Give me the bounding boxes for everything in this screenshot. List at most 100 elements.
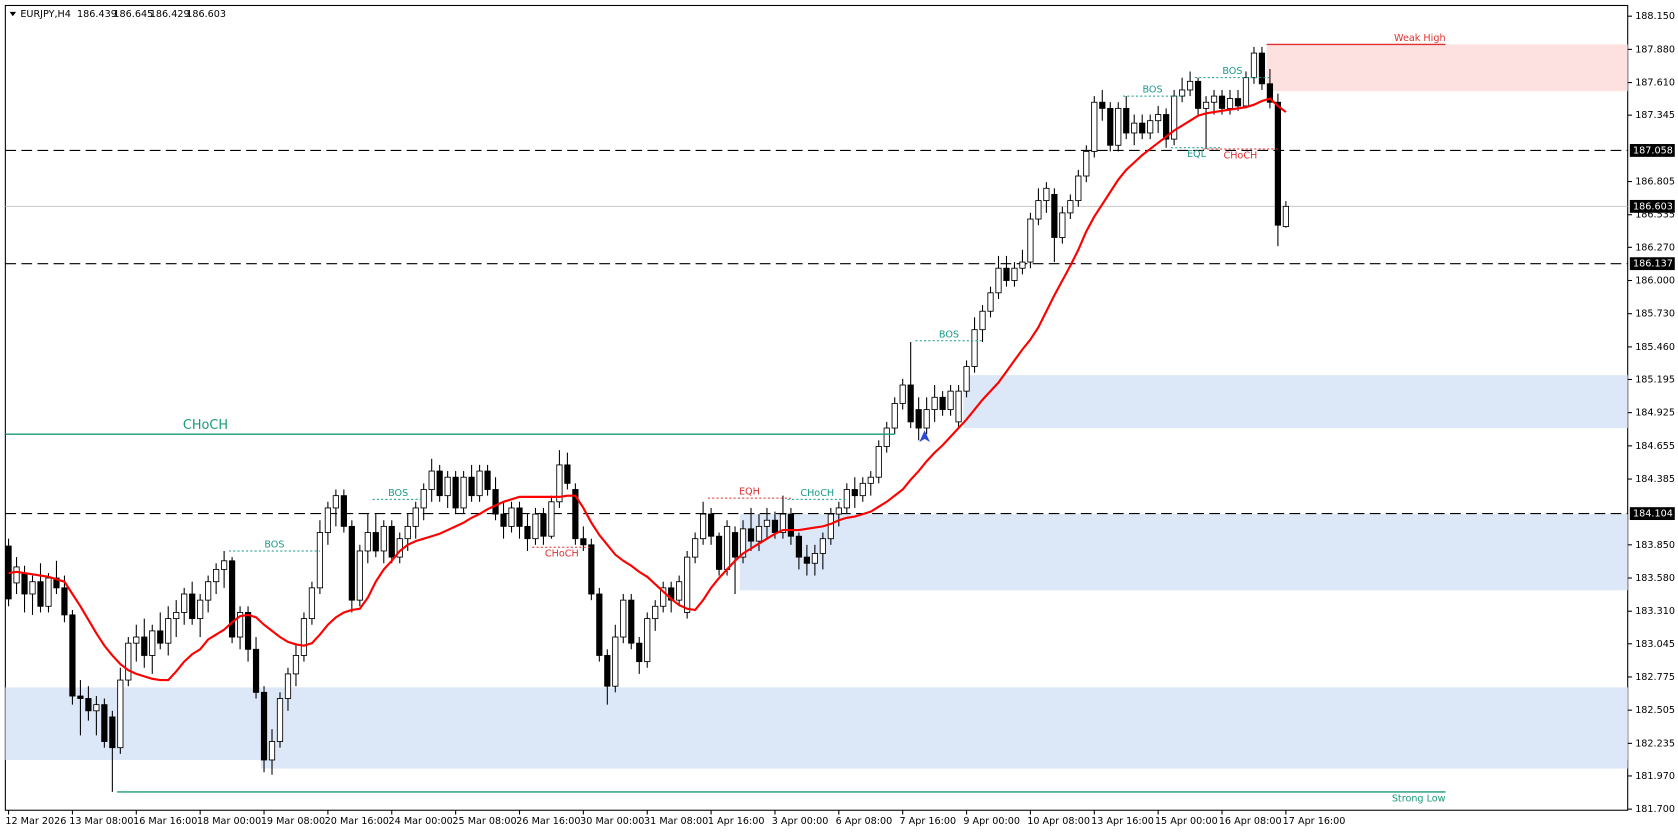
candle-body: [1051, 194, 1058, 238]
candle-body: [620, 599, 627, 638]
chart-title: EURJPY,H4: [20, 9, 71, 20]
candle-body: [723, 525, 731, 570]
y-tick-label: 181.970: [1635, 771, 1675, 782]
candle-body: [915, 409, 922, 429]
price-box-label: 186.603: [1633, 201, 1673, 212]
candles: [5, 46, 1289, 792]
menu-arrow[interactable]: [9, 11, 17, 17]
candle-body: [1091, 101, 1098, 152]
candle-body: [388, 525, 395, 558]
candle-body: [173, 612, 180, 620]
y-tick-label: 185.460: [1635, 342, 1675, 353]
candle-body: [739, 528, 747, 558]
candle-body: [692, 538, 699, 558]
annotation-label: BOS: [1143, 85, 1163, 96]
high-value: 186.645: [113, 9, 153, 20]
candle-body: [117, 679, 124, 749]
candle-body: [819, 538, 826, 554]
annotation-label: EQL: [1187, 149, 1207, 160]
zone: [963, 375, 1628, 429]
zone: [260, 687, 1628, 769]
candle-body: [316, 532, 324, 589]
candle-body: [572, 489, 579, 540]
candle-body: [859, 482, 866, 497]
candle-body: [580, 538, 587, 546]
y-tick-label: 181.700: [1635, 804, 1675, 815]
candle-body: [939, 396, 946, 411]
price-box-label: 184.104: [1633, 509, 1673, 520]
candle-body: [1115, 107, 1122, 146]
candle-body: [1043, 187, 1050, 202]
candle-body: [875, 446, 882, 478]
candle-body: [21, 572, 28, 595]
y-tick-label: 182.505: [1635, 705, 1675, 716]
x-tick-label: 9 Apr 00:00: [963, 816, 1020, 827]
y-tick-label: 187.880: [1635, 44, 1675, 55]
y-tick-label: 187.345: [1635, 110, 1675, 121]
candle-body: [532, 513, 539, 540]
candle-body: [1059, 212, 1066, 238]
price-box-label: 186.137: [1633, 259, 1673, 270]
annotation-label: CHoCH: [545, 549, 579, 560]
candle-body: [141, 636, 148, 656]
candle-body: [428, 470, 435, 490]
y-tick-label: 185.730: [1635, 309, 1675, 320]
annotation-label: CHoCH: [183, 418, 228, 433]
candle-body: [133, 636, 140, 644]
low-value: 186.429: [150, 9, 190, 20]
candle-body: [827, 513, 834, 540]
candle-body: [1218, 95, 1226, 109]
candle-body: [1131, 122, 1138, 134]
candle-body: [1155, 114, 1162, 122]
candle-body: [899, 384, 906, 404]
x-tick-label: 17 Apr 16:00: [1283, 816, 1346, 827]
candle-body: [612, 636, 619, 687]
candle-body: [356, 550, 363, 601]
candle-body: [1003, 267, 1010, 281]
zone: [739, 514, 1628, 591]
candle-body: [268, 741, 276, 761]
candle-body: [1282, 205, 1289, 227]
y-tick-label: 182.235: [1635, 738, 1675, 749]
candle-body: [340, 495, 347, 527]
candle-body: [1274, 101, 1282, 226]
candle-body: [931, 396, 938, 411]
y-tick-label: 186.000: [1635, 276, 1675, 287]
candle-body: [1099, 101, 1106, 109]
candle-body: [332, 495, 339, 509]
candle-body: [468, 476, 475, 497]
candle-body: [380, 525, 387, 552]
x-tick-label: 30 Mar 00:00: [580, 816, 644, 827]
y-tick-label: 183.045: [1635, 639, 1675, 650]
candle-body: [1194, 80, 1202, 109]
candle-body: [1083, 150, 1090, 177]
x-tick-label: 16 Apr 08:00: [1219, 816, 1282, 827]
candle-body: [1266, 83, 1274, 103]
candle-body: [516, 507, 523, 527]
candle-body: [795, 535, 803, 558]
candle-body: [228, 560, 236, 638]
price-box: [1629, 199, 1675, 213]
candle-body: [420, 489, 427, 509]
candle-body: [1250, 52, 1258, 79]
candle-body: [979, 310, 986, 331]
x-tick-label: 19 Mar 08:00: [261, 816, 325, 827]
y-tick-label: 186.270: [1635, 242, 1675, 253]
candle-body: [236, 612, 244, 638]
x-tick-label: 20 Mar 16:00: [325, 816, 389, 827]
candle-body: [189, 593, 196, 620]
candle-body: [93, 704, 100, 712]
candle-body: [165, 618, 172, 644]
candle-body: [1123, 107, 1130, 134]
candle-body: [452, 476, 459, 509]
moving-average: [8, 97, 1287, 682]
annotation-label: BOS: [388, 488, 408, 499]
y-tick-label: 184.385: [1635, 474, 1675, 485]
open-value: 186.439: [77, 9, 117, 20]
y-tick-label: 188.150: [1635, 11, 1675, 22]
candle-body: [37, 581, 44, 607]
candle-body: [292, 655, 300, 675]
candle-body: [963, 366, 970, 392]
candle-body: [676, 581, 683, 601]
